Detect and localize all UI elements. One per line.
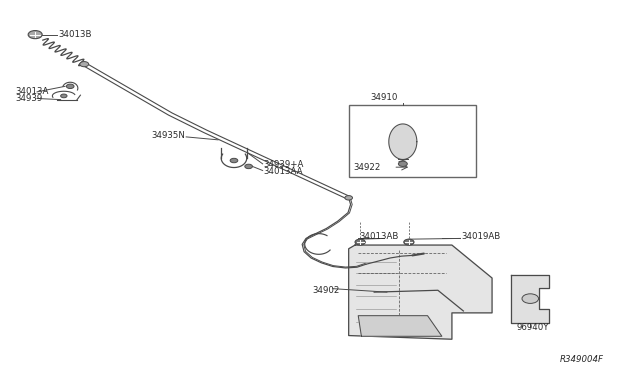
Polygon shape [389, 124, 417, 160]
Circle shape [355, 239, 365, 245]
Polygon shape [349, 245, 492, 339]
Text: 34013A: 34013A [15, 87, 49, 96]
Polygon shape [511, 275, 549, 323]
Text: 34013AA: 34013AA [263, 167, 303, 176]
Text: 34935N: 34935N [151, 131, 185, 140]
Circle shape [522, 294, 539, 304]
Circle shape [345, 196, 353, 200]
Polygon shape [358, 316, 442, 336]
Circle shape [61, 94, 67, 98]
Text: 34910: 34910 [370, 93, 397, 102]
Text: 34939: 34939 [15, 94, 43, 103]
Circle shape [404, 239, 414, 245]
Circle shape [230, 158, 238, 163]
Circle shape [80, 62, 89, 67]
Circle shape [67, 84, 74, 89]
Circle shape [28, 31, 42, 39]
Text: R349004F: R349004F [559, 355, 604, 364]
Circle shape [398, 161, 407, 166]
Text: 34019AB: 34019AB [461, 232, 500, 241]
Text: 34902: 34902 [312, 286, 340, 295]
Text: 34013B: 34013B [58, 30, 92, 39]
Text: 34013AB: 34013AB [360, 232, 399, 241]
Circle shape [245, 164, 252, 169]
Bar [349, 105, 476, 177]
Text: 34939+A: 34939+A [263, 160, 303, 169]
Text: 96940Y: 96940Y [516, 323, 548, 331]
Text: 34922: 34922 [354, 163, 381, 171]
